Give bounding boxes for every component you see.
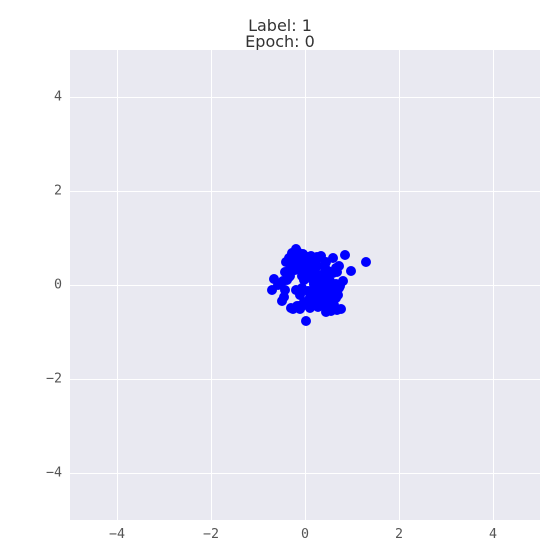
gridline-horizontal [70, 379, 540, 380]
chart-title-line-2: Epoch: 0 [0, 34, 560, 50]
scatter-point [340, 250, 350, 260]
scatter-point [301, 257, 311, 267]
scatter-point [361, 257, 371, 267]
scatter-point [285, 264, 295, 274]
scatter-point [336, 304, 346, 314]
y-tick-label: 4 [54, 90, 62, 103]
scatter-point [292, 301, 302, 311]
y-tick-label: 2 [54, 184, 62, 197]
plot-area [70, 50, 540, 520]
y-tick-label: 0 [54, 278, 62, 291]
x-tick-label: 2 [395, 528, 403, 541]
scatter-point [295, 290, 305, 300]
scatter-point [306, 265, 316, 275]
scatter-point [273, 280, 283, 290]
scatter-point [279, 292, 289, 302]
scatter-point [287, 248, 297, 258]
scatter-point [328, 253, 338, 263]
gridline-horizontal [70, 97, 540, 98]
gridline-horizontal [70, 473, 540, 474]
x-tick-label: 4 [489, 528, 497, 541]
scatter-point [312, 252, 322, 262]
figure: Label: 1 Epoch: 0 −4 −2 0 2 4 −4 −2 0 2 4 [0, 0, 560, 560]
scatter-point [332, 267, 342, 277]
x-tick-label: −2 [203, 528, 219, 541]
x-tick-label: 0 [301, 528, 309, 541]
axes [70, 50, 540, 520]
x-tick-label: −4 [109, 528, 125, 541]
y-tick-label: −2 [46, 372, 62, 385]
scatter-point [301, 316, 311, 326]
scatter-point [346, 266, 356, 276]
scatter-point [319, 281, 329, 291]
y-tick-label: −4 [46, 466, 62, 479]
gridline-horizontal [70, 191, 540, 192]
chart-title: Label: 1 Epoch: 0 [0, 18, 560, 50]
